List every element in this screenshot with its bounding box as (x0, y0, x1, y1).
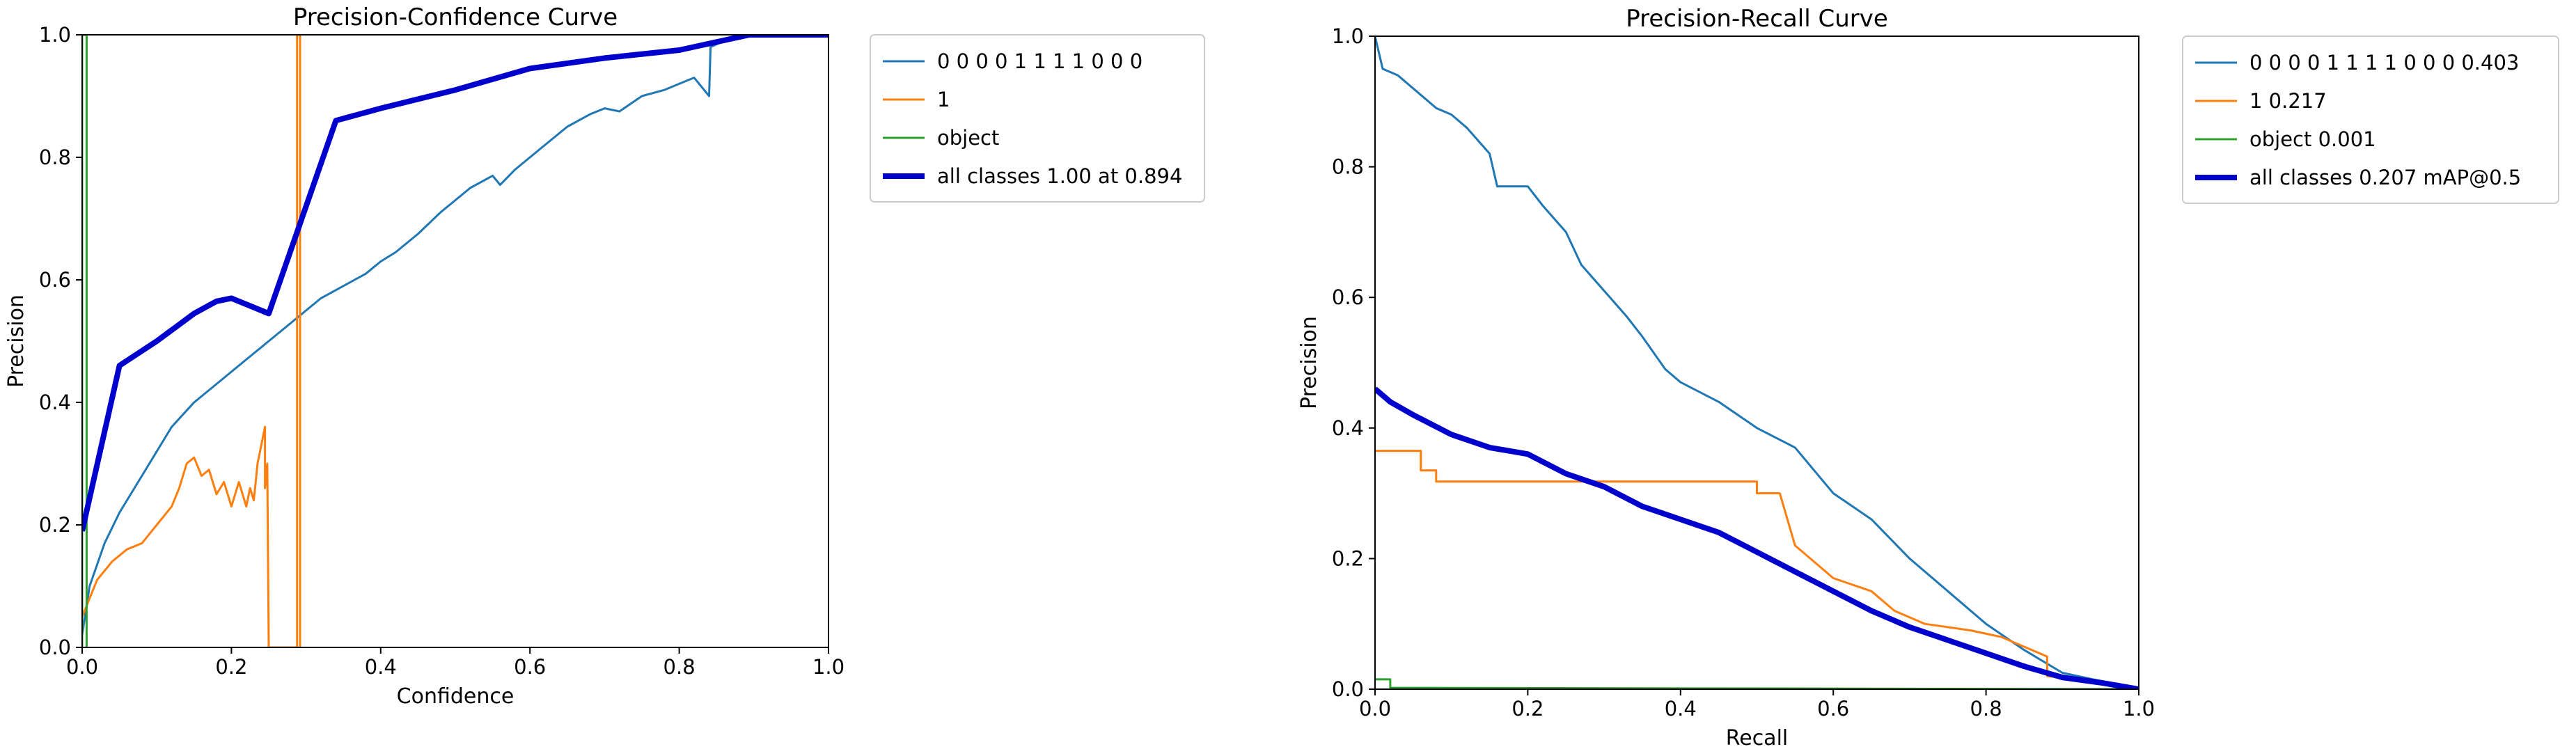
y-tick-label: 0.2 (1332, 546, 1364, 570)
y-axis-label: Precision (1297, 316, 1321, 409)
x-tick-label: 0.8 (663, 655, 696, 679)
x-tick-label: 0.6 (1817, 697, 1849, 720)
y-tick-label: 0.8 (39, 145, 71, 169)
x-tick-label: 0.0 (1359, 697, 1391, 720)
y-axis-label: Precision (4, 294, 29, 388)
precision-confidence-chart: Precision-Confidence Curve Confidence Pr… (4, 3, 1205, 709)
y-tick-label: 0.0 (1332, 677, 1364, 701)
y-tick-label: 1.0 (39, 23, 71, 47)
x-tick-label: 0.4 (365, 655, 397, 679)
x-tick-label: 1.0 (2123, 697, 2155, 720)
series-line-2 (82, 35, 88, 647)
legend-label-0: 0 0 0 0 1 1 1 1 0 0 0 (937, 49, 1142, 73)
legend-label-3: all classes 0.207 mAP@0.5 (2249, 166, 2521, 189)
series-group (1375, 36, 2139, 689)
series-line-1 (1375, 450, 2139, 689)
y-tick-label: 0.2 (39, 513, 71, 537)
chart-title: Precision-Recall Curve (1626, 5, 1888, 33)
series-group (82, 35, 828, 647)
series-line-1 (82, 35, 301, 647)
x-tick-label: 0.2 (1511, 697, 1544, 720)
series-line-3 (1375, 386, 2139, 689)
legend-label-2: object 0.001 (2249, 127, 2376, 151)
x-tick-label: 0.0 (66, 655, 98, 679)
series-line-0 (1375, 36, 2139, 689)
chart-title: Precision-Confidence Curve (293, 3, 618, 31)
y-tick-label: 0.0 (39, 636, 71, 659)
legend-box (870, 34, 1205, 203)
x-axis-label: Confidence (397, 684, 515, 709)
plot-frame (81, 34, 829, 648)
legend-label-0: 0 0 0 0 1 1 1 1 0 0 0 0.403 (2249, 51, 2519, 74)
x-tick-label: 1.0 (812, 655, 845, 679)
legend-label-1: 1 0.217 (2249, 89, 2327, 113)
plot-frame (1374, 36, 2139, 690)
x-tick-label: 0.2 (215, 655, 247, 679)
y-tick-label: 0.6 (1332, 285, 1364, 309)
legend-label-3: all classes 1.00 at 0.894 (937, 164, 1182, 188)
y-tick-label: 0.8 (1332, 155, 1364, 179)
precision-recall-chart: Precision-Recall Curve Recall Precision … (1297, 5, 2559, 750)
x-tick-label: 0.4 (1665, 697, 1697, 720)
legend-box (2182, 36, 2559, 204)
y-tick-label: 0.6 (39, 268, 71, 292)
legend-label-2: object (937, 126, 999, 150)
legend-label-1: 1 (937, 88, 950, 111)
series-line-0 (82, 35, 828, 636)
x-tick-label: 0.6 (514, 655, 546, 679)
series-line-3 (82, 35, 828, 532)
y-tick-label: 0.4 (39, 391, 71, 414)
series-line-2 (1375, 678, 2139, 689)
y-tick-label: 1.0 (1332, 24, 1364, 48)
x-tick-label: 0.8 (1970, 697, 2002, 720)
y-tick-label: 0.4 (1332, 416, 1364, 440)
x-axis-label: Recall (1726, 726, 1789, 750)
